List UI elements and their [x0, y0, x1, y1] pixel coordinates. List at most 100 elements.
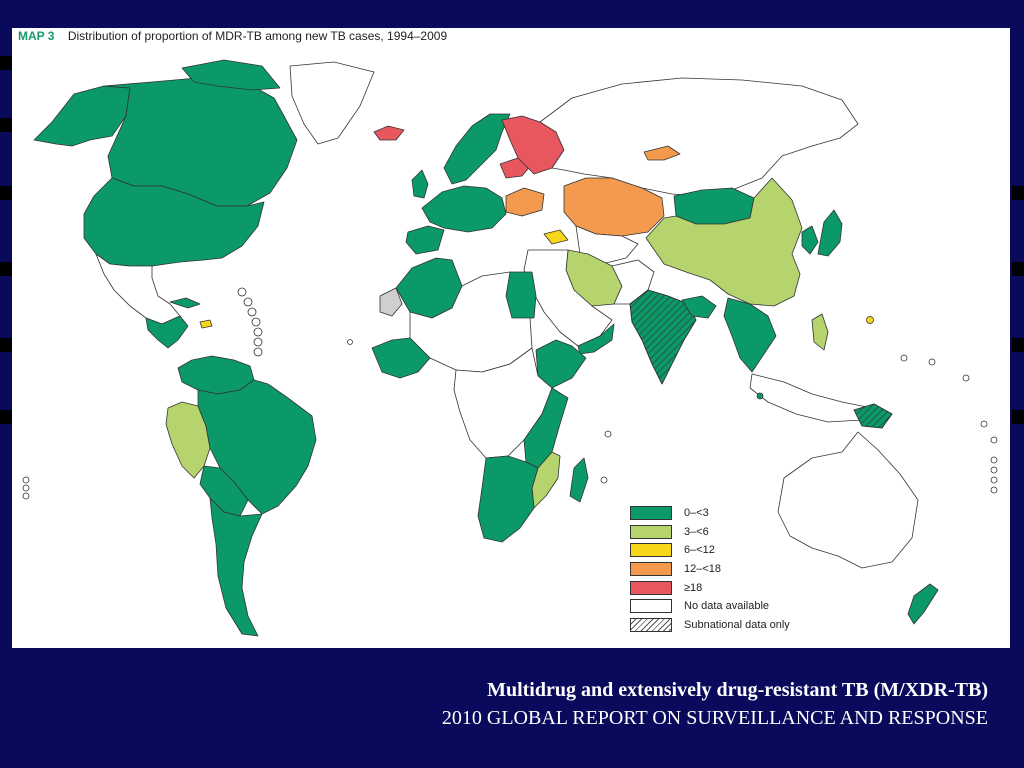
caption-subtitle: 2010 GLOBAL REPORT ON SURVEILLANCE AND R…	[441, 707, 988, 729]
island-marker	[22, 484, 30, 492]
island-marker	[604, 430, 612, 438]
edge-tab	[0, 262, 12, 276]
region-nepal-bangladesh	[681, 295, 717, 319]
region-mexico	[95, 253, 181, 325]
region-kazakhstan	[563, 177, 665, 237]
region-indonesia	[749, 373, 873, 423]
region-korea	[801, 225, 819, 255]
edge-tab	[1012, 262, 1024, 276]
region-argentina-chile	[209, 497, 263, 637]
edge-tab	[1012, 186, 1024, 200]
legend-label: 6–<12	[684, 544, 715, 557]
map-panel: MAP 3 Distribution of proportion of MDR-…	[12, 28, 1010, 648]
region-west-africa	[371, 337, 431, 379]
region-haiti	[199, 319, 213, 329]
world-map	[22, 59, 998, 637]
region-japan	[817, 209, 843, 257]
island-marker	[990, 466, 998, 474]
region-cuba	[169, 297, 201, 309]
region-alaska	[33, 85, 131, 147]
slide-caption: Multidrug and extensively drug-resistant…	[442, 676, 988, 732]
region-mongolia	[673, 187, 755, 225]
edge-tab	[0, 118, 12, 132]
island-marker	[990, 436, 998, 444]
legend-swatch	[630, 543, 672, 558]
island-marker	[22, 492, 30, 500]
island-marker	[22, 476, 30, 484]
island-marker	[247, 307, 257, 317]
legend-item: Subnational data only	[630, 616, 830, 635]
region-russia	[539, 77, 859, 197]
edge-tab	[1012, 410, 1024, 424]
island-marker	[347, 339, 353, 345]
legend-item: 0–<3	[630, 504, 830, 523]
legend-label: 3–<6	[684, 525, 709, 538]
region-philippines	[811, 313, 829, 351]
legend-swatch	[630, 562, 672, 577]
map-title: Distribution of proportion of MDR-TB amo…	[67, 29, 448, 43]
region-western-sahara	[379, 287, 403, 317]
island-marker	[962, 374, 970, 382]
edge-tab	[0, 56, 12, 70]
legend-item: 6–<12	[630, 541, 830, 560]
map-legend: 0–<3 3–<6 6–<12 12–<18 ≥18 No data available S…	[630, 504, 830, 634]
legend-label: 0–<3	[684, 507, 709, 520]
legend-item: ≥18	[630, 578, 830, 597]
region-central-america	[145, 315, 189, 349]
legend-label: ≥18	[684, 581, 703, 594]
legend-label: Subnational data only	[684, 618, 790, 631]
region-greenland	[289, 61, 375, 145]
region-iceland	[373, 125, 405, 141]
region-papua-hatched	[853, 403, 893, 429]
region-usa	[83, 177, 265, 267]
legend-item: 12–<18	[630, 560, 830, 579]
region-caucasus	[543, 229, 569, 245]
island-marker	[990, 476, 998, 484]
island-marker	[253, 347, 263, 357]
region-india-hatched	[629, 289, 697, 385]
legend-item: No data available	[630, 597, 830, 616]
region-southern-africa	[477, 455, 539, 543]
region-egypt	[505, 271, 537, 319]
legend-label: 12–<18	[684, 563, 722, 576]
region-new-zealand	[907, 583, 939, 625]
region-iberia	[405, 225, 445, 255]
legend-swatch	[630, 524, 672, 539]
island-marker	[253, 327, 263, 337]
edge-tab	[0, 338, 12, 352]
left-edge-decoration	[0, 0, 12, 768]
island-marker	[900, 354, 908, 362]
edge-tab	[1012, 338, 1024, 352]
legend-swatch	[630, 506, 672, 521]
island-marker	[253, 337, 263, 347]
legend-swatch	[630, 617, 672, 632]
island-marker	[251, 317, 261, 327]
region-uk	[411, 169, 429, 199]
region-siberia-patch	[643, 145, 681, 161]
island-marker	[237, 287, 247, 297]
right-edge-decoration	[1012, 0, 1024, 768]
region-australia	[777, 431, 919, 569]
legend-label: No data available	[684, 600, 770, 613]
caption-title: Multidrug and extensively drug-resistant…	[487, 679, 988, 701]
region-brazil	[197, 379, 317, 515]
island-marker	[990, 456, 998, 464]
map-heading: MAP 3 Distribution of proportion of MDR-…	[18, 29, 447, 45]
island-marker	[990, 486, 998, 494]
island-marker-green	[756, 392, 764, 400]
legend-swatch	[630, 580, 672, 595]
edge-tab	[0, 410, 12, 424]
edge-tab	[0, 186, 12, 200]
island-marker	[243, 297, 253, 307]
region-arctic-islands	[181, 59, 281, 91]
island-marker	[980, 420, 988, 428]
region-madagascar	[569, 457, 589, 503]
map-label: MAP 3	[18, 29, 55, 43]
island-marker	[928, 358, 936, 366]
region-western-europe	[421, 185, 507, 233]
region-southeast-asia	[723, 297, 777, 373]
legend-item: 3–<6	[630, 523, 830, 542]
island-marker	[600, 476, 608, 484]
island-marker-yellow	[866, 316, 874, 324]
region-china	[645, 177, 803, 307]
